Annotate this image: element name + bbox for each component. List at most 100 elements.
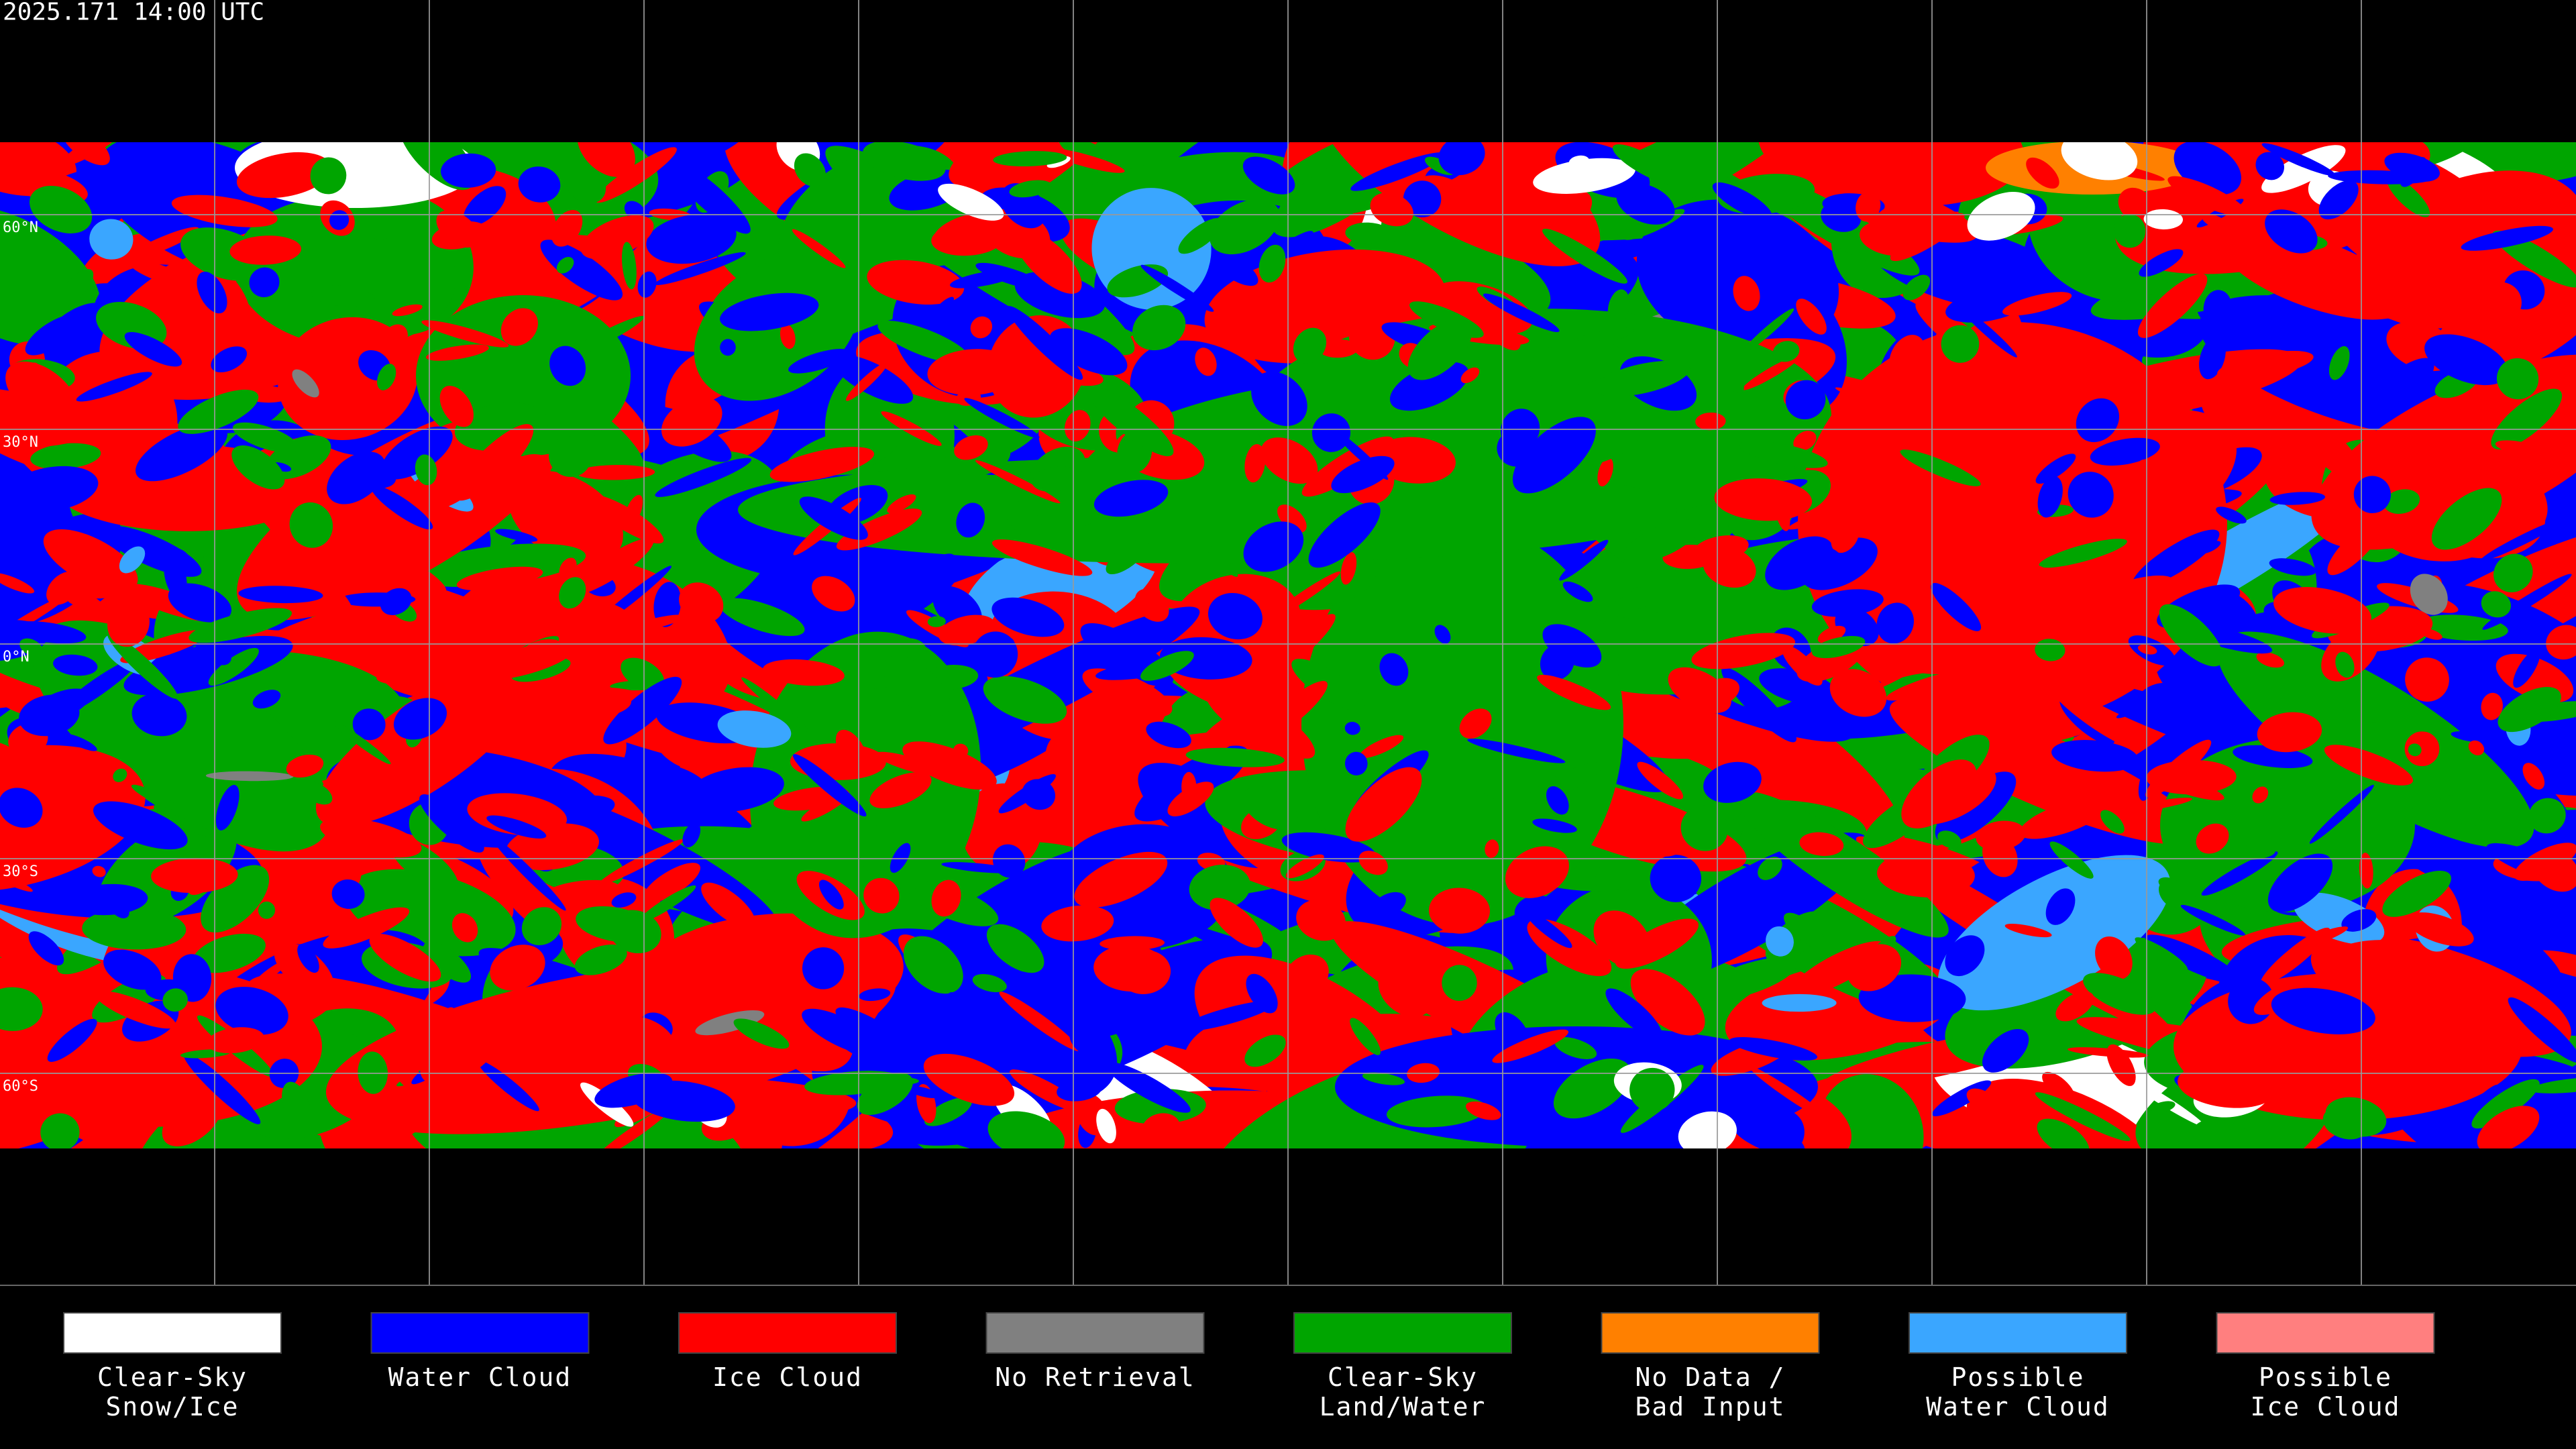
- cloud-patch: [431, 221, 488, 250]
- cloud-patch: [1889, 335, 1925, 378]
- cloud-patch: [1082, 668, 1173, 717]
- cloud-patch: [1344, 722, 1360, 735]
- cloud-patch: [998, 774, 1056, 814]
- cloud-patch: [1311, 413, 1351, 452]
- cloud-patch: [1982, 835, 2018, 877]
- cloud-patch: [621, 614, 686, 633]
- cloud-patch: [2114, 214, 2146, 248]
- cloud-patch: [1134, 588, 1169, 622]
- cloud-patch: [1937, 830, 1962, 849]
- cloud-patch: [695, 1010, 765, 1036]
- cloud-patch: [2203, 290, 2233, 327]
- cloud-patch: [1010, 1069, 1085, 1113]
- cloud-patch: [1053, 718, 1087, 749]
- cloud-patch: [738, 816, 810, 861]
- cloud-patch: [549, 436, 592, 477]
- cloud-patch: [1067, 500, 1096, 523]
- cloud-patch: [62, 567, 99, 606]
- cloud-patch: [2003, 540, 2033, 565]
- cloud-patch: [521, 907, 562, 946]
- cloud-patch: [1714, 478, 1813, 521]
- legend-label: No Retrieval: [995, 1362, 1195, 1392]
- cloud-patch: [1741, 308, 1794, 354]
- cloud-patch: [232, 422, 299, 453]
- cloud-patch: [1811, 635, 1866, 659]
- cloud-patch: [1379, 653, 1409, 686]
- cloud-patch: [872, 575, 957, 631]
- cloud-patch: [352, 708, 386, 741]
- cloud-patch: [1817, 625, 1846, 644]
- cloud-patch: [595, 147, 677, 203]
- cloud-patch: [1742, 356, 1800, 390]
- cloud-patch: [1141, 1113, 1181, 1144]
- cloud-patch: [1370, 193, 1413, 227]
- cloud-patch: [2049, 684, 2137, 749]
- cloud-patch: [193, 933, 266, 973]
- legend-swatch: [1909, 1312, 2127, 1354]
- cloud-patch: [0, 987, 43, 1031]
- cloud-patch: [1291, 659, 1364, 711]
- cloud-patch: [1438, 136, 1485, 176]
- cloud-patch: [863, 877, 900, 914]
- cloud-patch: [511, 954, 543, 970]
- cloud-patch: [1178, 218, 1224, 254]
- cloud-patch: [1285, 854, 1324, 879]
- cloud-patch: [1533, 158, 1635, 194]
- cloud-patch: [0, 955, 48, 987]
- cloud-patch: [1630, 969, 1705, 1036]
- cloud-patch: [2383, 489, 2420, 514]
- cloud-patch: [799, 496, 868, 540]
- cloud-patch: [733, 1018, 790, 1049]
- cloud-patch: [1729, 1037, 1818, 1061]
- cloud-patch: [2522, 763, 2545, 790]
- cloud-patch: [25, 314, 81, 356]
- cloud-patch: [1876, 602, 1914, 644]
- cloud-patch: [877, 321, 971, 364]
- cloud-patch: [420, 1020, 502, 1085]
- cloud-patch: [78, 1095, 113, 1121]
- cloud-patch: [1373, 437, 1456, 484]
- cloud-patch: [2180, 904, 2245, 936]
- cloud-patch: [1242, 156, 1295, 195]
- cloud-patch: [2486, 193, 2537, 217]
- cloud-patch: [2201, 851, 2278, 896]
- cloud-patch: [370, 218, 394, 240]
- cloud-patch: [215, 785, 239, 830]
- cloud-patch: [696, 930, 790, 986]
- cloud-patch: [297, 944, 319, 973]
- cloud-patch: [927, 349, 1020, 396]
- cloud-patch: [252, 690, 281, 709]
- cloud-patch: [987, 1111, 1065, 1159]
- cloud-patch: [93, 801, 188, 850]
- cloud-patch: [2261, 145, 2346, 193]
- cloud-patch: [2353, 476, 2391, 514]
- cloud-patch: [1597, 458, 1613, 487]
- cloud-patch: [1900, 449, 1981, 486]
- cloud-patch: [474, 641, 576, 680]
- cloud-patch: [162, 988, 188, 1012]
- cloud-patch: [574, 945, 627, 975]
- cloud-patch: [2004, 924, 2052, 938]
- cloud-patch: [1344, 751, 1368, 775]
- legend-swatch: [63, 1312, 282, 1354]
- cloud-patch: [323, 907, 410, 949]
- cloud-patch: [2359, 853, 2373, 889]
- cloud-patch: [2228, 845, 2275, 860]
- cloud-patch: [2269, 558, 2316, 576]
- cloud-patch: [1009, 180, 1052, 198]
- cloud-patch: [603, 676, 682, 745]
- cloud-patch: [970, 316, 993, 339]
- cloud-patch: [2271, 987, 2375, 1034]
- cloud-patch: [1562, 581, 1593, 602]
- cloud-patch: [2117, 798, 2193, 814]
- cloud-patch: [1211, 251, 1258, 286]
- cloud-patch: [1167, 782, 1214, 816]
- cloud-patch: [211, 346, 248, 373]
- cloud-patch: [1210, 898, 1263, 948]
- cloud-patch: [972, 973, 1007, 993]
- cloud-patch: [2267, 853, 2333, 912]
- cloud-patch: [1251, 372, 1307, 426]
- cloud-patch: [1120, 900, 1155, 944]
- cloud-patch: [1407, 956, 1432, 977]
- cloud-patch: [2217, 350, 2314, 380]
